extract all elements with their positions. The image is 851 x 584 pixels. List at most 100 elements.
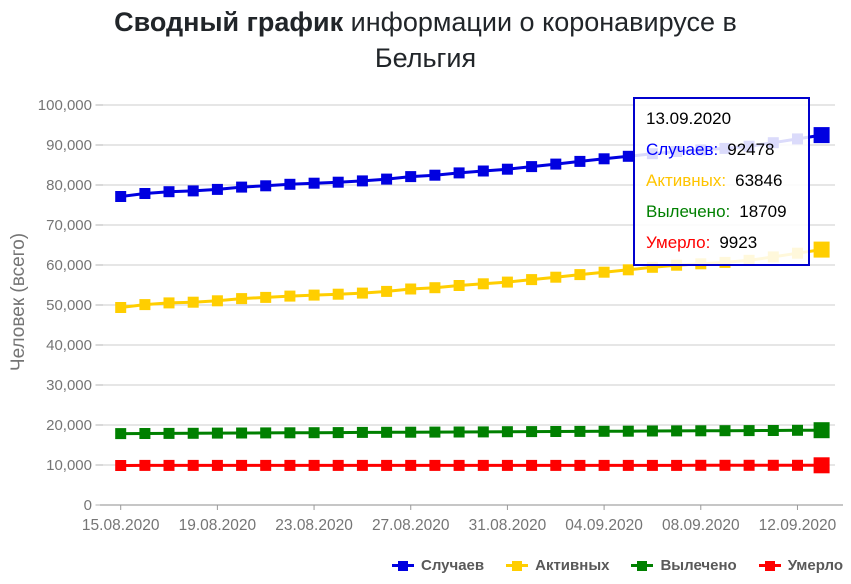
data-point[interactable] xyxy=(260,292,271,303)
data-point[interactable] xyxy=(139,460,150,471)
data-point[interactable] xyxy=(260,427,271,438)
data-point[interactable] xyxy=(695,425,706,436)
data-point[interactable] xyxy=(478,460,489,471)
data-point[interactable] xyxy=(333,177,344,188)
data-point[interactable] xyxy=(599,426,610,437)
data-point[interactable] xyxy=(599,267,610,278)
data-point[interactable] xyxy=(720,460,731,471)
data-point[interactable] xyxy=(478,166,489,177)
data-point[interactable] xyxy=(792,460,803,471)
data-point[interactable] xyxy=(333,289,344,300)
data-point[interactable] xyxy=(188,460,199,471)
data-point[interactable] xyxy=(236,428,247,439)
data-point[interactable] xyxy=(139,188,150,199)
data-point[interactable] xyxy=(550,426,561,437)
data-point[interactable] xyxy=(405,284,416,295)
data-point[interactable] xyxy=(188,428,199,439)
data-point[interactable] xyxy=(429,460,440,471)
data-point[interactable] xyxy=(405,171,416,182)
data-point[interactable] xyxy=(526,274,537,285)
data-point[interactable] xyxy=(454,280,465,291)
data-point[interactable] xyxy=(550,460,561,471)
data-point[interactable] xyxy=(115,302,126,313)
data-point[interactable] xyxy=(792,425,803,436)
data-point[interactable] xyxy=(768,460,779,471)
data-point[interactable] xyxy=(139,299,150,310)
data-point-highlighted[interactable] xyxy=(814,422,830,438)
legend-item-Вылечено[interactable]: Вылечено xyxy=(631,557,736,574)
data-point[interactable] xyxy=(381,427,392,438)
data-point[interactable] xyxy=(550,159,561,170)
data-point[interactable] xyxy=(744,425,755,436)
data-point[interactable] xyxy=(357,288,368,299)
data-point[interactable] xyxy=(284,460,295,471)
data-point[interactable] xyxy=(574,269,585,280)
data-point-highlighted[interactable] xyxy=(814,457,830,473)
data-point[interactable] xyxy=(357,427,368,438)
legend-item-Случаев[interactable]: Случаев xyxy=(392,557,484,574)
data-point[interactable] xyxy=(309,460,320,471)
data-point[interactable] xyxy=(574,460,585,471)
data-point[interactable] xyxy=(502,277,513,288)
data-point[interactable] xyxy=(236,460,247,471)
data-point[interactable] xyxy=(623,426,634,437)
data-point[interactable] xyxy=(164,460,175,471)
data-point[interactable] xyxy=(164,428,175,439)
data-point[interactable] xyxy=(623,460,634,471)
data-point[interactable] xyxy=(526,460,537,471)
data-point[interactable] xyxy=(115,191,126,202)
data-point[interactable] xyxy=(236,182,247,193)
data-point[interactable] xyxy=(212,295,223,306)
data-point[interactable] xyxy=(720,425,731,436)
data-point[interactable] xyxy=(284,291,295,302)
data-point[interactable] xyxy=(309,290,320,301)
data-point[interactable] xyxy=(188,297,199,308)
data-point[interactable] xyxy=(429,427,440,438)
data-point[interactable] xyxy=(309,427,320,438)
data-point[interactable] xyxy=(574,426,585,437)
data-point[interactable] xyxy=(212,184,223,195)
data-point[interactable] xyxy=(454,427,465,438)
data-point[interactable] xyxy=(502,460,513,471)
data-point[interactable] xyxy=(115,428,126,439)
data-point[interactable] xyxy=(115,460,126,471)
data-point[interactable] xyxy=(478,278,489,289)
data-point[interactable] xyxy=(212,460,223,471)
data-point[interactable] xyxy=(212,428,223,439)
data-point[interactable] xyxy=(695,460,706,471)
legend-item-Активных[interactable]: Активных xyxy=(506,557,609,574)
data-point[interactable] xyxy=(454,460,465,471)
data-point[interactable] xyxy=(454,167,465,178)
data-point[interactable] xyxy=(429,170,440,181)
data-point[interactable] xyxy=(333,460,344,471)
data-point[interactable] xyxy=(139,428,150,439)
data-point[interactable] xyxy=(429,282,440,293)
data-point[interactable] xyxy=(164,186,175,197)
data-point[interactable] xyxy=(647,460,658,471)
data-point[interactable] xyxy=(671,425,682,436)
data-point[interactable] xyxy=(502,426,513,437)
data-point[interactable] xyxy=(188,185,199,196)
data-point-highlighted[interactable] xyxy=(814,242,830,258)
data-point[interactable] xyxy=(236,293,247,304)
data-point[interactable] xyxy=(502,164,513,175)
data-point[interactable] xyxy=(599,153,610,164)
data-point[interactable] xyxy=(357,175,368,186)
data-point[interactable] xyxy=(744,460,755,471)
legend-item-Умерло[interactable]: Умерло xyxy=(759,557,843,574)
data-point[interactable] xyxy=(574,156,585,167)
data-point[interactable] xyxy=(284,427,295,438)
data-point[interactable] xyxy=(671,460,682,471)
data-point[interactable] xyxy=(260,180,271,191)
data-point-highlighted[interactable] xyxy=(814,127,830,143)
data-point[interactable] xyxy=(768,425,779,436)
data-point[interactable] xyxy=(550,272,561,283)
data-point[interactable] xyxy=(333,427,344,438)
data-point[interactable] xyxy=(381,174,392,185)
data-point[interactable] xyxy=(526,426,537,437)
data-point[interactable] xyxy=(357,460,368,471)
data-point[interactable] xyxy=(381,286,392,297)
data-point[interactable] xyxy=(405,460,416,471)
data-point[interactable] xyxy=(381,460,392,471)
data-point[interactable] xyxy=(309,178,320,189)
